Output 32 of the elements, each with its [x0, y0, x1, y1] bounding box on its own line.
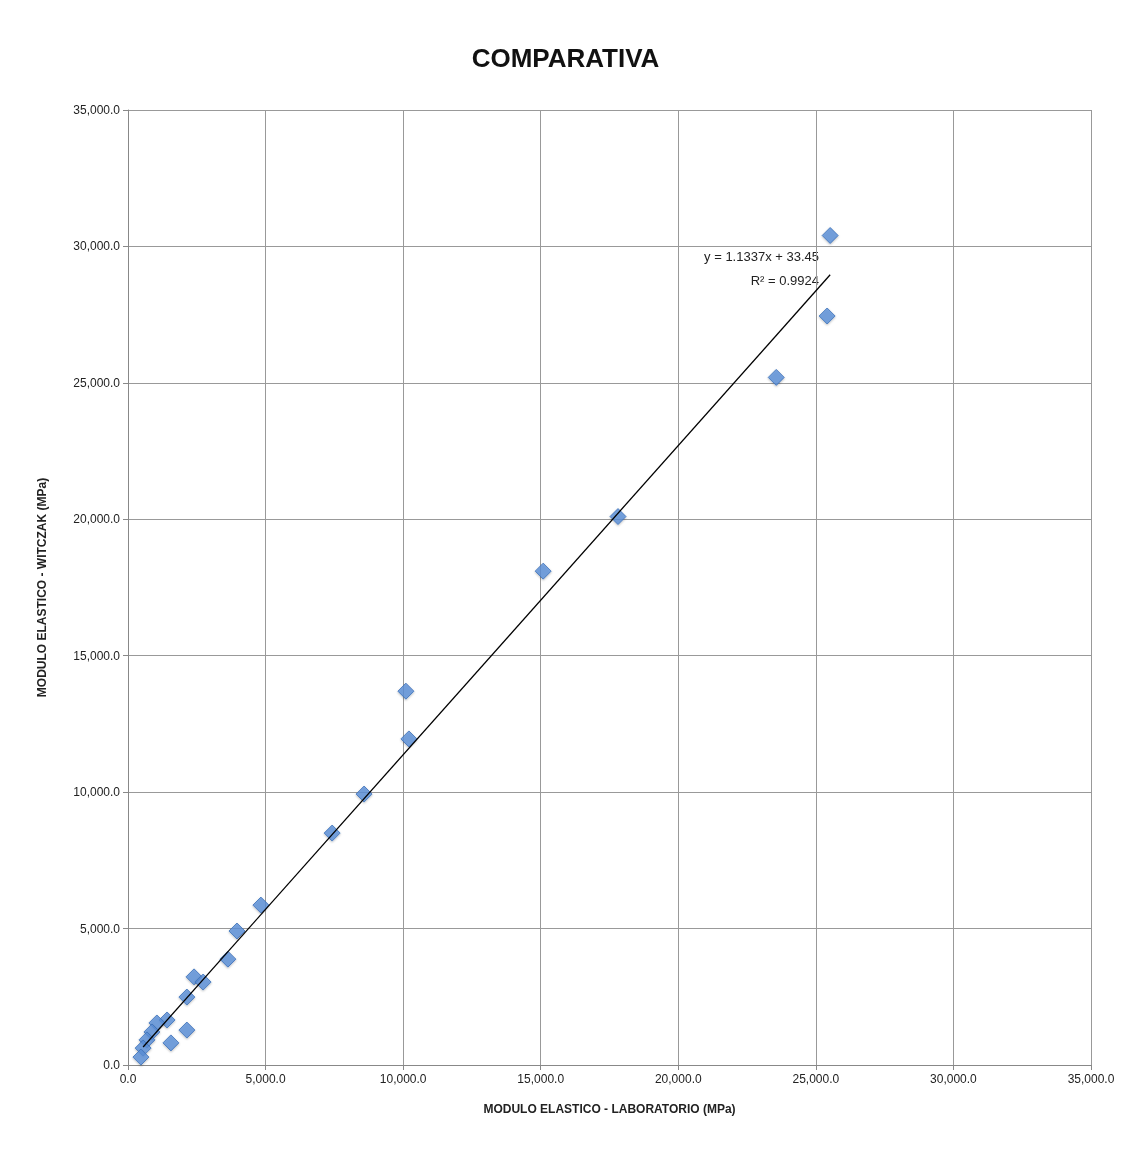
- point: [178, 1021, 196, 1039]
- x-tick-label: 10,000.0: [379, 1072, 427, 1086]
- point: [818, 307, 836, 325]
- chart-title: COMPARATIVA: [471, 43, 660, 73]
- point: [821, 227, 839, 245]
- y-tick-label: 5,000.0: [79, 921, 121, 936]
- point: [185, 968, 203, 986]
- x-axis-title: MODULO ELASTICO - LABORATORIO (MPa): [483, 1102, 736, 1116]
- x-tick-label: 25,000.0: [792, 1072, 840, 1086]
- y-axis-title: MODULO ELASTICO - WITCZAK (MPa): [35, 477, 49, 698]
- x-tick-label: 35,000.0: [1067, 1072, 1115, 1086]
- y-tick-label: 0.0: [103, 1058, 121, 1072]
- x-tick-label: 30,000.0: [930, 1072, 978, 1086]
- point: [252, 896, 270, 914]
- annotation: y = 1.1337x + 33.45: [704, 249, 820, 264]
- y-tick-label: 30,000.0: [73, 239, 121, 254]
- x-tick-label: 20,000.0: [654, 1072, 702, 1086]
- y-tick-label: 25,000.0: [73, 375, 121, 390]
- y-tick-label: 20,000.0: [73, 512, 121, 527]
- point: [534, 562, 552, 580]
- x-tick-label: 0.0: [119, 1072, 137, 1086]
- point: [397, 682, 415, 700]
- point: [400, 730, 418, 748]
- y-tick-label: 10,000.0: [73, 785, 121, 800]
- y-tick-label: 15,000.0: [73, 648, 121, 663]
- point: [162, 1034, 180, 1052]
- x-tick-label: 5,000.0: [245, 1072, 286, 1086]
- y-tick-label: 35,000.0: [73, 103, 121, 117]
- point: [767, 368, 785, 386]
- point: [228, 922, 246, 940]
- x-tick-label: 15,000.0: [517, 1072, 565, 1086]
- point: [132, 1048, 150, 1066]
